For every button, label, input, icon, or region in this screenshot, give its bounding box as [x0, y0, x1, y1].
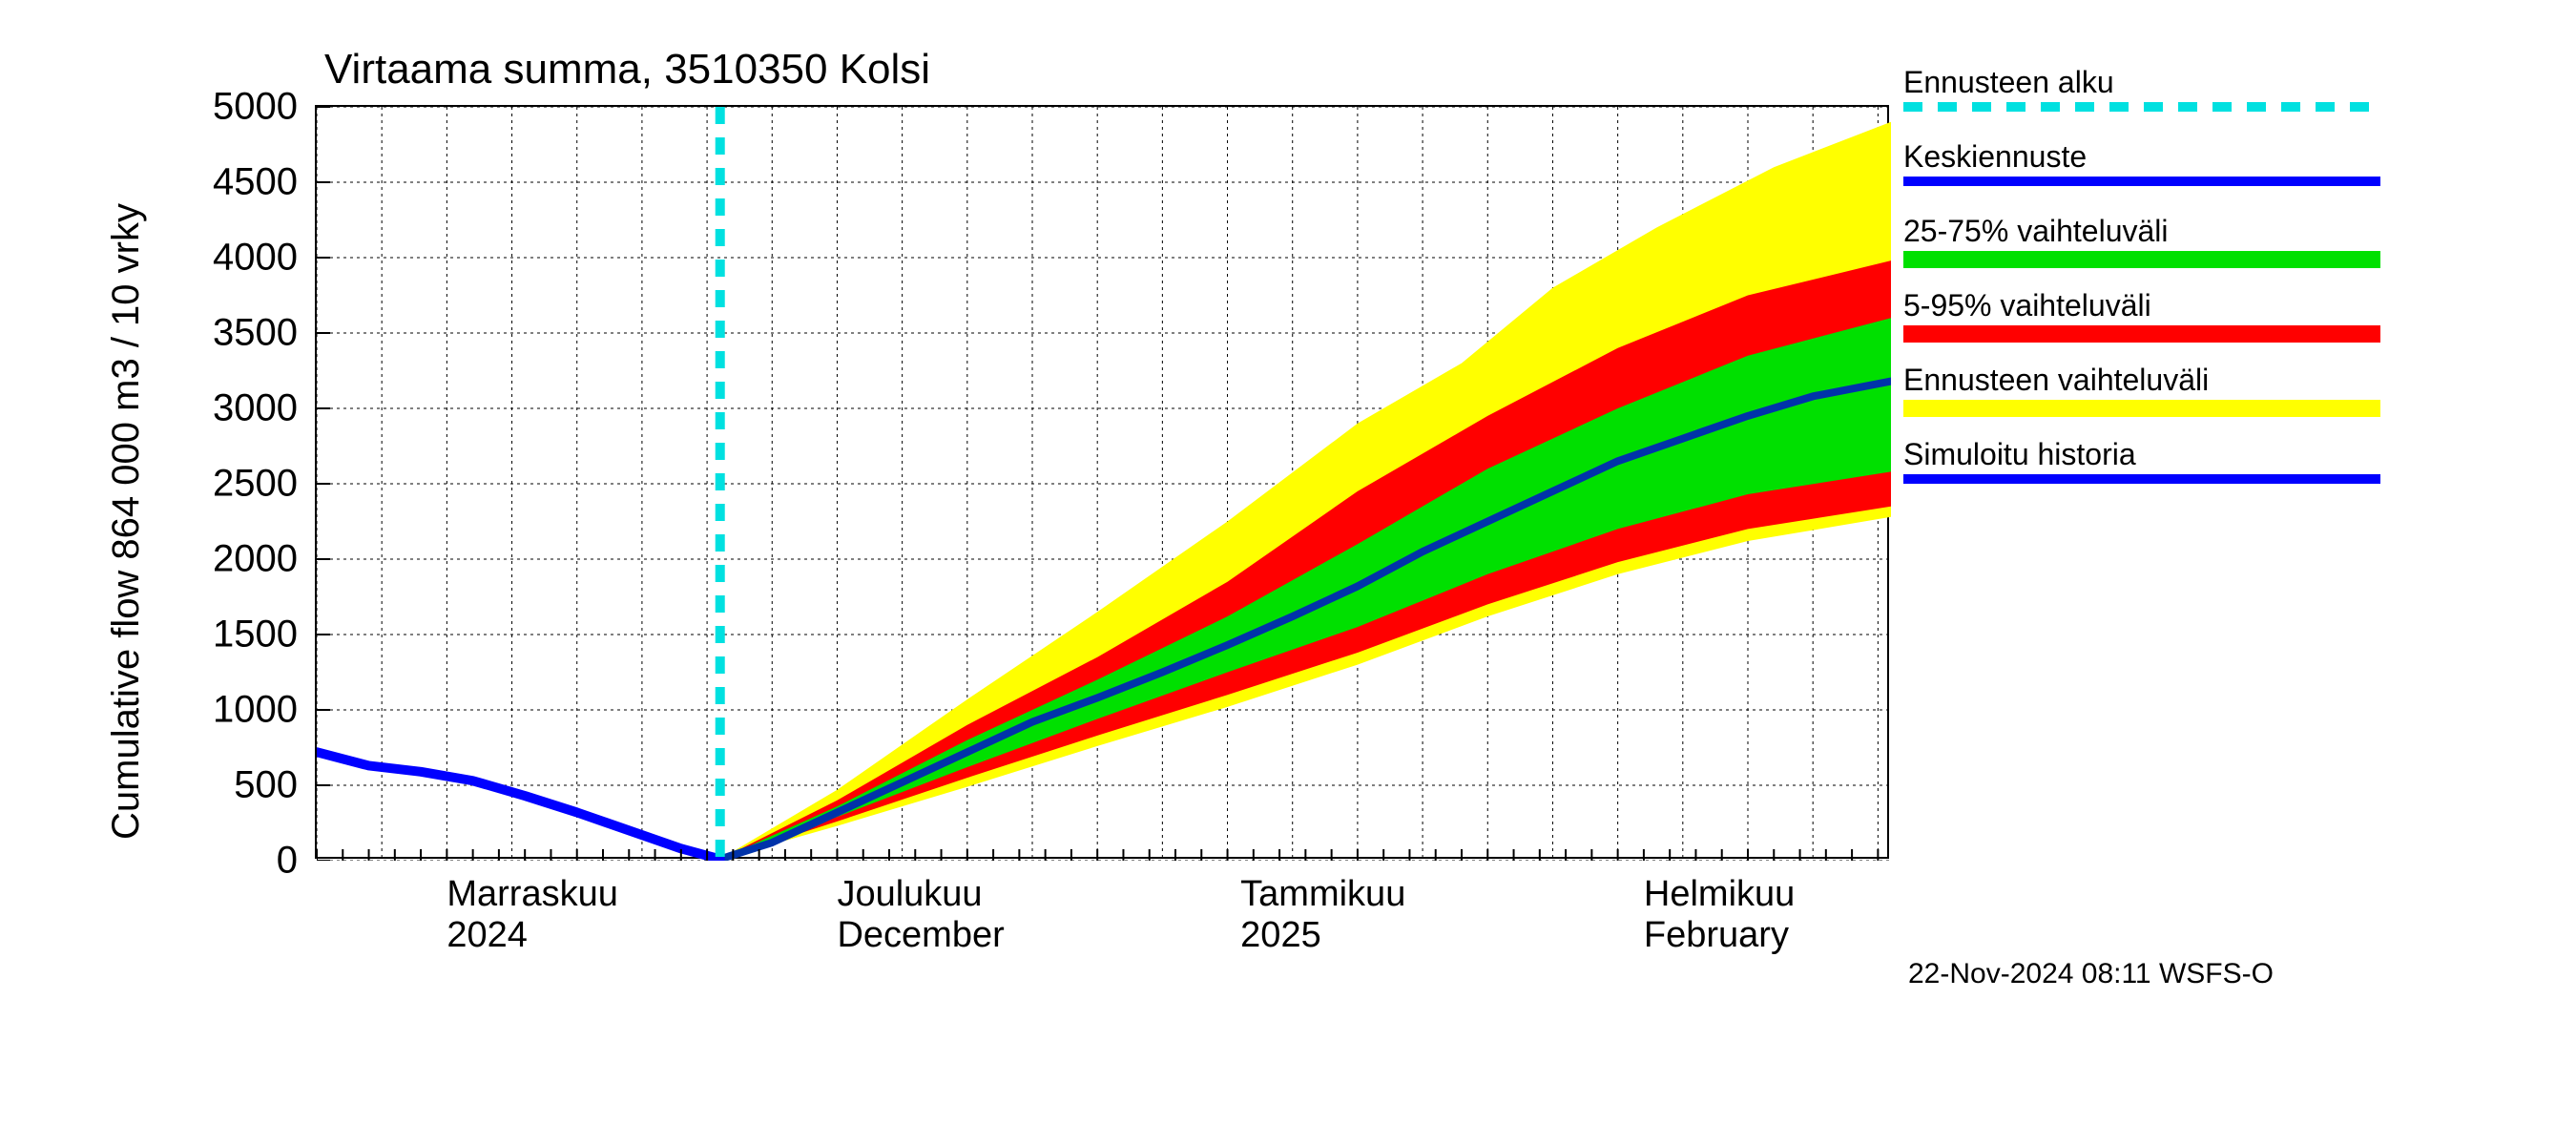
legend-label: 5-95% vaihteluväli — [1903, 288, 2380, 323]
plot-area: 0500100015002000250030003500400045005000… — [315, 105, 1889, 859]
y-tick-label: 2000 — [213, 538, 298, 581]
legend-item: 5-95% vaihteluväli — [1903, 288, 2380, 357]
y-tick-label: 1500 — [213, 614, 298, 656]
footer-timestamp: 22-Nov-2024 08:11 WSFS-O — [1908, 958, 2274, 990]
y-axis-label: Cumulative flow 864 000 m3 / 10 vrky — [105, 203, 148, 840]
chart-title: Virtaama summa, 3510350 Kolsi — [324, 46, 930, 94]
legend-swatch — [1903, 474, 2380, 484]
legend-swatch — [1903, 102, 2380, 112]
legend-label: Keskiennuste — [1903, 139, 2380, 175]
x-tick-label: HelmikuuFebruary — [1644, 874, 1795, 956]
legend-item: 25-75% vaihteluväli — [1903, 214, 2380, 282]
legend: Ennusteen alku Keskiennuste 25-75% vaihtel… — [1903, 65, 2380, 511]
band-25-75 — [720, 318, 1891, 859]
legend-swatch — [1903, 251, 2380, 268]
history-line — [317, 752, 720, 859]
legend-item: Ennusteen alku — [1903, 65, 2380, 134]
legend-item: Simuloitu historia — [1903, 437, 2380, 506]
y-tick-label: 5000 — [213, 86, 298, 129]
x-tick-label: JoulukuuDecember — [837, 874, 1004, 956]
y-tick-label: 4500 — [213, 161, 298, 204]
legend-swatch — [1903, 400, 2380, 417]
y-tick-label: 0 — [277, 840, 298, 883]
y-tick-label: 3000 — [213, 387, 298, 430]
x-tick-label: Tammikuu2025 — [1240, 874, 1405, 956]
plot-svg — [317, 107, 1891, 861]
legend-item: Keskiennuste — [1903, 139, 2380, 208]
page-root: Virtaama summa, 3510350 Kolsi Cumulative… — [0, 0, 2576, 1145]
y-tick-label: 3500 — [213, 312, 298, 355]
legend-label: Ennusteen alku — [1903, 65, 2380, 100]
legend-item: Ennusteen vaihteluväli — [1903, 363, 2380, 431]
legend-label: Simuloitu historia — [1903, 437, 2380, 472]
x-tick-label: Marraskuu2024 — [447, 874, 618, 956]
legend-swatch — [1903, 325, 2380, 343]
band-5-95 — [720, 260, 1891, 859]
y-tick-label: 4000 — [213, 237, 298, 280]
y-tick-label: 2500 — [213, 463, 298, 506]
y-tick-label: 1000 — [213, 689, 298, 732]
y-tick-label: 500 — [234, 764, 298, 807]
legend-label: 25-75% vaihteluväli — [1903, 214, 2380, 249]
legend-swatch — [1903, 177, 2380, 186]
legend-label: Ennusteen vaihteluväli — [1903, 363, 2380, 398]
